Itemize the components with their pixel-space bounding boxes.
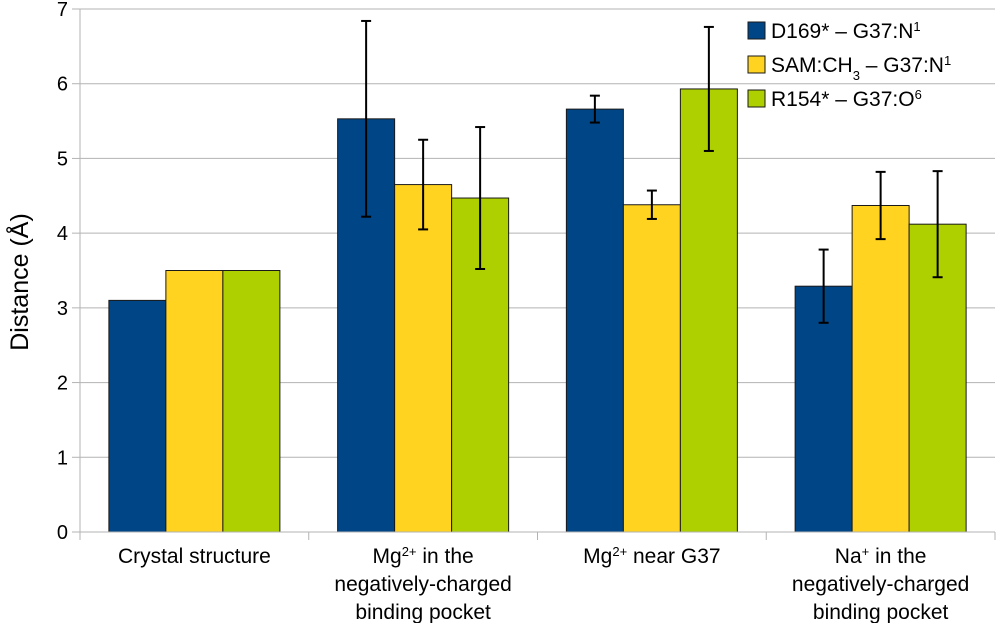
legend-label-part: 1	[913, 19, 920, 34]
error-bars	[361, 19, 943, 324]
x-category-label: binding pocket	[355, 601, 491, 623]
x-category-label-part: 2+	[612, 544, 627, 559]
x-category-label-part: negatively-charged	[792, 573, 969, 596]
legend-label-part: D169* – G37:N	[771, 20, 913, 43]
legend-label: D169* – G37:N1	[771, 19, 921, 44]
x-category-label-part: Mg	[583, 545, 612, 568]
x-category-label: Na+ in the	[835, 544, 927, 569]
y-tick-label: 5	[57, 148, 68, 170]
x-category-label-part: in the	[417, 545, 474, 568]
legend-swatch	[747, 55, 766, 74]
x-category-label: negatively-charged	[792, 573, 969, 596]
x-category-label-part: binding pocket	[355, 601, 491, 623]
legend-swatch	[747, 21, 766, 40]
legend-label-part: 6	[915, 87, 922, 102]
x-category-label: binding pocket	[813, 601, 949, 623]
bar	[679, 88, 738, 533]
x-category-label-part: in the	[869, 545, 926, 568]
x-category-label: Mg2+ near G37	[583, 544, 720, 569]
x-category-label: negatively-charged	[334, 573, 511, 596]
y-tick-label: 0	[57, 522, 68, 544]
legend-label-part: 1	[944, 53, 951, 68]
x-category-label-part: Mg	[373, 545, 402, 568]
x-category-label-part: Na	[835, 545, 862, 568]
y-tick-label: 1	[57, 447, 68, 469]
bar	[108, 299, 167, 533]
x-category-label-part: binding pocket	[813, 601, 949, 623]
bars	[108, 88, 967, 533]
bar	[794, 285, 853, 533]
y-tick-label: 3	[57, 298, 68, 320]
x-category-label-part: negatively-charged	[334, 573, 511, 596]
y-tick-label: 7	[57, 0, 68, 21]
legend-swatch	[747, 89, 766, 108]
bar	[222, 270, 281, 533]
bar	[394, 184, 453, 533]
x-category-label-part: +	[862, 544, 870, 559]
y-axis-title: Distance (Å)	[4, 213, 34, 351]
y-tick-label: 2	[57, 373, 68, 395]
legend-label: SAM:CH3 – G37:N1	[771, 53, 951, 83]
legend-label-part: – G37:N	[860, 54, 944, 77]
y-tick-label: 4	[57, 223, 68, 245]
x-category-label-part: near G37	[627, 545, 720, 568]
bar	[565, 108, 624, 533]
bar	[165, 270, 224, 533]
legend-label-part: R154* – G37:O	[771, 88, 915, 111]
legend-label-part: SAM:CH	[771, 54, 853, 77]
x-category-label-part: 2+	[402, 544, 417, 559]
category-labels: Crystal structure Mg2+ in thenegatively-c…	[118, 544, 969, 623]
legend-label: R154* – G37:O6	[771, 87, 922, 112]
bar	[851, 204, 910, 533]
x-category-label: Mg2+ in the	[373, 544, 474, 569]
x-category-label-part: Crystal structure	[118, 545, 271, 568]
y-tick-label: 6	[57, 74, 68, 96]
bar	[622, 204, 681, 533]
axes: 0 1 2 3 4 5 6 7	[57, 0, 996, 544]
legend-label-part: 3	[853, 68, 860, 83]
x-category-label: Crystal structure	[118, 545, 271, 568]
